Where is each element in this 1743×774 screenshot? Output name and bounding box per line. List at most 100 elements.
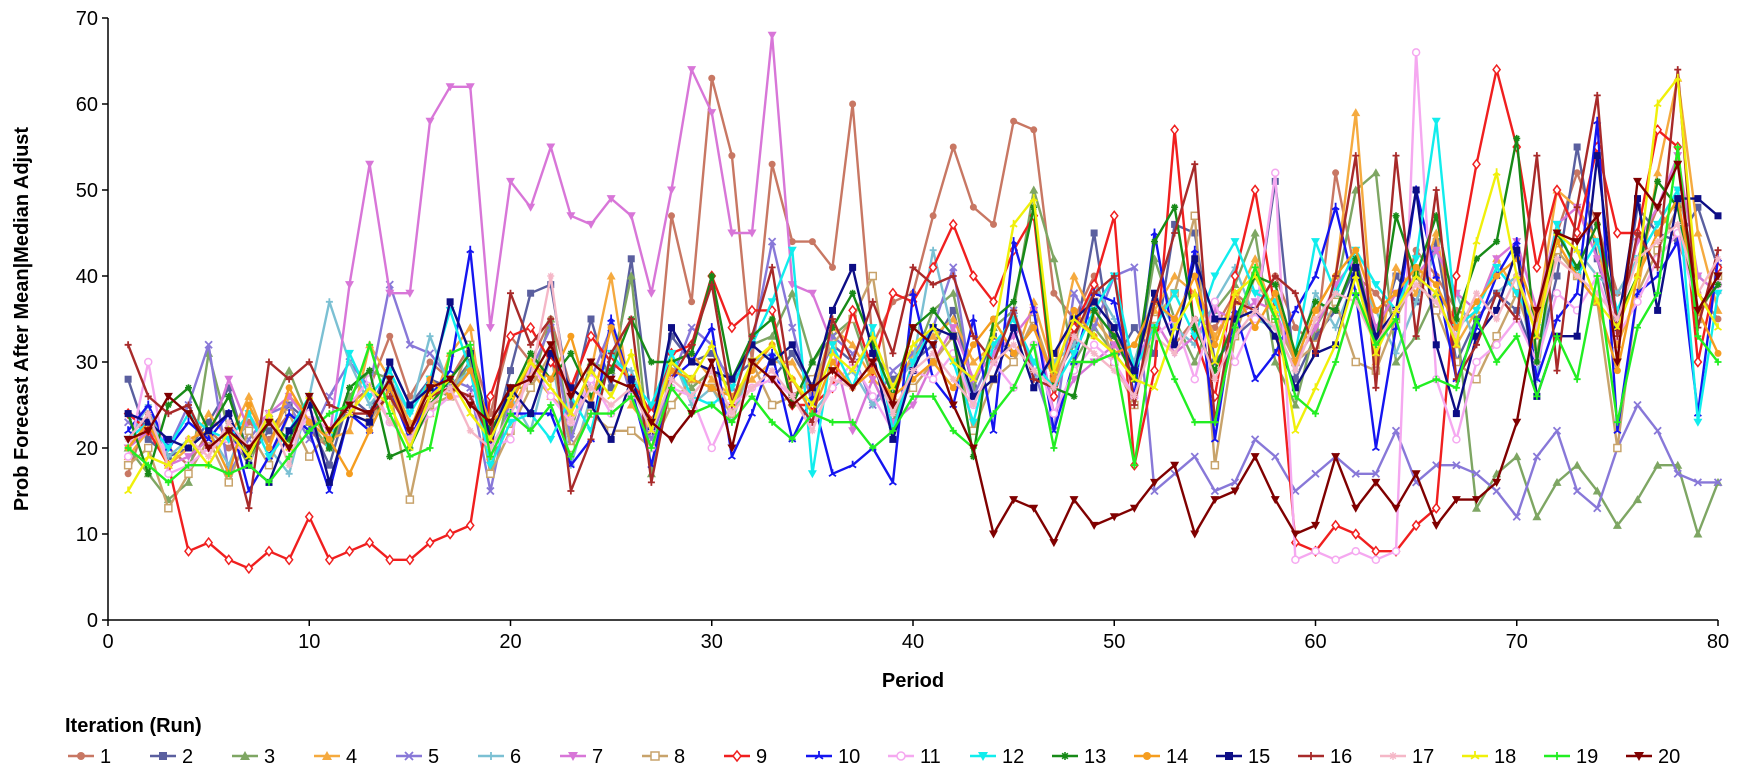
data-point bbox=[1513, 332, 1521, 340]
data-point bbox=[1290, 530, 1300, 539]
data-point bbox=[688, 341, 696, 349]
data-point bbox=[788, 238, 796, 246]
data-point bbox=[1392, 152, 1400, 160]
data-point bbox=[969, 341, 977, 349]
data-point bbox=[386, 418, 394, 426]
data-point bbox=[1231, 315, 1239, 323]
data-point bbox=[1472, 469, 1481, 478]
data-point bbox=[1553, 255, 1561, 263]
data-point bbox=[607, 401, 615, 409]
data-point bbox=[949, 306, 957, 314]
data-point bbox=[1130, 367, 1138, 375]
data-point bbox=[1029, 305, 1038, 314]
data-point bbox=[828, 469, 837, 477]
data-point bbox=[285, 384, 293, 392]
data-point bbox=[345, 426, 354, 435]
data-point bbox=[1573, 332, 1581, 340]
data-point bbox=[1190, 530, 1200, 539]
data-point bbox=[768, 160, 776, 168]
data-point bbox=[1512, 271, 1521, 280]
data-point bbox=[526, 321, 536, 334]
data-point bbox=[445, 528, 455, 540]
data-point bbox=[244, 391, 254, 400]
data-point bbox=[990, 220, 997, 228]
data-point bbox=[788, 341, 796, 349]
data-point bbox=[708, 349, 716, 357]
x-tick-label: 80 bbox=[1707, 631, 1729, 653]
data-point bbox=[185, 384, 192, 392]
data-point bbox=[1049, 254, 1059, 263]
data-point bbox=[1210, 434, 1219, 443]
data-point bbox=[224, 554, 234, 566]
data-point bbox=[1714, 281, 1722, 289]
data-point bbox=[1553, 367, 1561, 375]
data-point bbox=[224, 427, 234, 436]
data-point bbox=[1171, 315, 1179, 323]
data-point bbox=[566, 212, 576, 221]
data-point bbox=[849, 263, 857, 271]
data-point bbox=[1311, 546, 1320, 556]
data-point bbox=[1634, 203, 1641, 211]
data-point bbox=[647, 478, 655, 486]
data-point bbox=[1592, 486, 1602, 495]
data-point bbox=[567, 384, 575, 392]
data-point bbox=[1010, 349, 1018, 357]
data-point bbox=[1432, 271, 1441, 280]
data-point bbox=[1049, 539, 1059, 548]
data-point bbox=[647, 444, 655, 452]
data-point bbox=[1492, 255, 1502, 264]
data-point bbox=[1271, 315, 1279, 323]
data-point bbox=[1473, 255, 1480, 263]
data-point bbox=[828, 367, 837, 376]
data-point bbox=[1573, 288, 1582, 297]
legend-entry-17: 17 bbox=[1380, 746, 1434, 768]
data-point bbox=[1411, 470, 1421, 479]
data-point bbox=[1612, 520, 1622, 529]
data-point bbox=[868, 375, 878, 384]
data-point bbox=[425, 391, 435, 400]
data-point bbox=[650, 751, 660, 761]
data-point bbox=[949, 427, 957, 435]
legend-entry-14: 14 bbox=[1134, 746, 1188, 768]
x-tick-label: 50 bbox=[1103, 631, 1125, 653]
data-point bbox=[889, 349, 897, 357]
data-point bbox=[425, 117, 435, 126]
data-point bbox=[1109, 513, 1119, 522]
data-point bbox=[1371, 348, 1380, 357]
data-point bbox=[1351, 528, 1361, 540]
data-point bbox=[1472, 237, 1481, 245]
data-point bbox=[264, 409, 274, 417]
data-point bbox=[405, 340, 415, 349]
data-point bbox=[1371, 281, 1381, 290]
data-point bbox=[305, 401, 313, 409]
data-point bbox=[1250, 435, 1260, 444]
data-point bbox=[1009, 357, 1018, 367]
data-point bbox=[405, 495, 415, 504]
data-point bbox=[708, 281, 716, 289]
y-tick-label: 70 bbox=[76, 8, 98, 30]
data-point bbox=[1654, 289, 1662, 297]
data-point bbox=[1231, 324, 1239, 332]
data-point bbox=[1090, 289, 1098, 297]
data-point bbox=[285, 470, 293, 478]
data-point bbox=[1271, 272, 1279, 280]
data-point bbox=[787, 246, 797, 255]
data-point bbox=[869, 341, 877, 349]
data-point bbox=[264, 453, 274, 462]
data-point bbox=[526, 383, 535, 393]
legend-title: Iteration (Run) bbox=[65, 715, 202, 737]
data-point bbox=[849, 358, 857, 366]
data-point bbox=[386, 392, 394, 400]
data-point bbox=[1633, 400, 1642, 410]
data-point bbox=[1371, 478, 1381, 487]
data-point bbox=[989, 426, 998, 434]
data-point bbox=[1291, 375, 1299, 383]
data-point bbox=[1473, 298, 1480, 306]
data-point bbox=[1552, 220, 1562, 229]
data-point bbox=[1713, 289, 1723, 298]
data-point bbox=[164, 503, 173, 513]
data-point bbox=[1492, 263, 1502, 272]
y-tick-label: 60 bbox=[76, 94, 98, 116]
data-point bbox=[828, 341, 837, 350]
data-point bbox=[1171, 229, 1179, 237]
